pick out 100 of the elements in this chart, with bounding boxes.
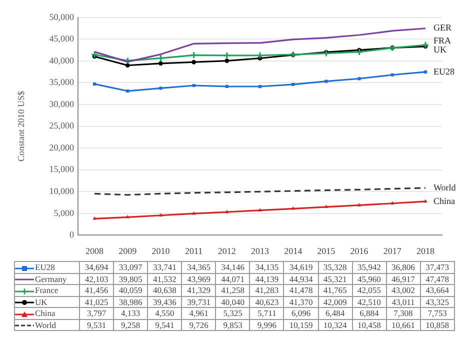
data-label: 6,884 — [352, 308, 386, 320]
y-tick-label: 0 — [70, 230, 74, 240]
x-tick-label: 2008 — [86, 246, 104, 256]
y-tick-label: 5,000 — [54, 208, 74, 218]
data-label: 44,139 — [250, 273, 284, 285]
data-label: 10,661 — [386, 319, 420, 331]
data-label: 42,103 — [80, 273, 114, 285]
data-label: 34,694 — [80, 262, 114, 274]
data-label: 39,436 — [148, 296, 182, 308]
data-label: 34,146 — [216, 262, 250, 274]
x-tick-label: 2016 — [350, 246, 369, 256]
data-label: 46,917 — [386, 273, 420, 285]
x-tick-label: 2011 — [184, 246, 203, 256]
y-tick-label: 15,000 — [49, 164, 74, 174]
data-label: 45,960 — [352, 273, 386, 285]
legend-label: China — [35, 308, 56, 318]
annotation: GER — [433, 22, 452, 33]
x-tick-label: 2009 — [118, 246, 138, 256]
data-label: 44,071 — [216, 273, 250, 285]
x-tick-label: 2017 — [383, 246, 402, 256]
annotation: China — [433, 196, 455, 206]
data-label: 41,025 — [80, 296, 114, 308]
x-tick-label: 2018 — [416, 246, 435, 256]
annotation: FRA — [433, 36, 452, 46]
y-axis-title: Constant 2010 US$ — [16, 90, 26, 162]
data-label: 9,258 — [114, 319, 148, 331]
data-label: 35,328 — [318, 262, 352, 274]
y-tick-label: 25,000 — [49, 120, 74, 131]
data-label: 40,638 — [148, 284, 182, 296]
data-label: 4,550 — [148, 308, 182, 320]
legend-label: France — [35, 285, 58, 296]
data-label: 34,365 — [182, 262, 216, 274]
data-label: 45,321 — [318, 273, 352, 285]
data-label: 34,619 — [284, 262, 318, 274]
data-label: 43,002 — [386, 284, 420, 296]
data-label: 5,325 — [216, 308, 250, 320]
data-label: 35,942 — [352, 262, 386, 274]
data-label: 9,541 — [148, 319, 182, 331]
legend-label: Germany — [35, 274, 67, 284]
data-label: 43,664 — [420, 284, 454, 296]
data-label: 33,097 — [114, 262, 148, 274]
data-label: 41,258 — [216, 284, 250, 296]
data-label: 44,934 — [284, 273, 318, 285]
data-label: 10,324 — [318, 319, 352, 331]
legend-label: UK — [35, 296, 48, 307]
y-tick-label: 35,000 — [49, 77, 74, 88]
data-label: 10,858 — [420, 319, 454, 331]
data-label: 41,283 — [250, 284, 284, 296]
data-label: 3,797 — [80, 308, 114, 320]
data-label: 41,456 — [80, 284, 114, 296]
data-label: 38,986 — [114, 296, 148, 308]
x-tick-label: 2010 — [152, 246, 170, 256]
data-label: 9,996 — [250, 319, 284, 331]
y-tick-label: 50,000 — [49, 12, 74, 22]
data-label: 41,532 — [148, 273, 182, 285]
data-label: 10,159 — [284, 319, 318, 331]
y-tick-label: 45,000 — [49, 34, 74, 44]
data-label: 40,040 — [216, 296, 250, 308]
data-label: 9,531 — [80, 319, 114, 331]
data-label: 41,329 — [182, 284, 216, 296]
data-label: 42,055 — [352, 284, 386, 296]
legend-label: World — [35, 320, 56, 330]
data-label: 37,473 — [420, 262, 454, 274]
x-tick-label: 2012 — [218, 246, 236, 256]
data-label: 43,325 — [420, 296, 454, 308]
data-label: 42,009 — [318, 296, 352, 308]
y-tick-label: 30,000 — [49, 98, 74, 109]
data-label: 6,484 — [318, 308, 352, 320]
data-label: 34,135 — [250, 262, 284, 274]
y-tick-label: 20,000 — [49, 142, 74, 152]
data-label: 6,096 — [284, 308, 318, 320]
data-label: 10,458 — [352, 319, 386, 331]
y-tick-label: 10,000 — [49, 186, 74, 196]
annotation: World — [433, 182, 456, 192]
data-label: 7,308 — [386, 308, 420, 320]
data-label: 41,765 — [318, 284, 352, 296]
data-label: 41,478 — [284, 284, 318, 296]
data-label: 4,133 — [114, 308, 148, 320]
data-label: 47,478 — [420, 273, 454, 285]
data-label: 36,806 — [386, 262, 420, 274]
data-label: 5,711 — [250, 308, 284, 320]
data-label: 41,370 — [284, 296, 318, 308]
data-label: 43,969 — [182, 273, 216, 285]
x-tick-label: 2014 — [284, 246, 303, 256]
data-label: 9,853 — [216, 319, 250, 331]
data-label: 39,731 — [182, 296, 216, 308]
legend-label: EU28 — [35, 262, 55, 272]
y-tick-label: 40,000 — [49, 55, 74, 66]
annotation: UK — [433, 44, 447, 55]
data-label: 39,805 — [114, 273, 148, 285]
data-label: 33,741 — [148, 262, 182, 274]
data-label: 4,961 — [182, 308, 216, 320]
data-label: 43,011 — [386, 296, 420, 308]
x-tick-label: 2013 — [251, 246, 270, 256]
data-label: 42,510 — [352, 296, 386, 308]
data-label: 40,059 — [114, 284, 148, 296]
data-label: 40,623 — [250, 296, 284, 308]
annotation: EU28 — [433, 66, 455, 76]
data-label: 9,726 — [182, 319, 216, 331]
x-tick-label: 2015 — [317, 246, 336, 256]
